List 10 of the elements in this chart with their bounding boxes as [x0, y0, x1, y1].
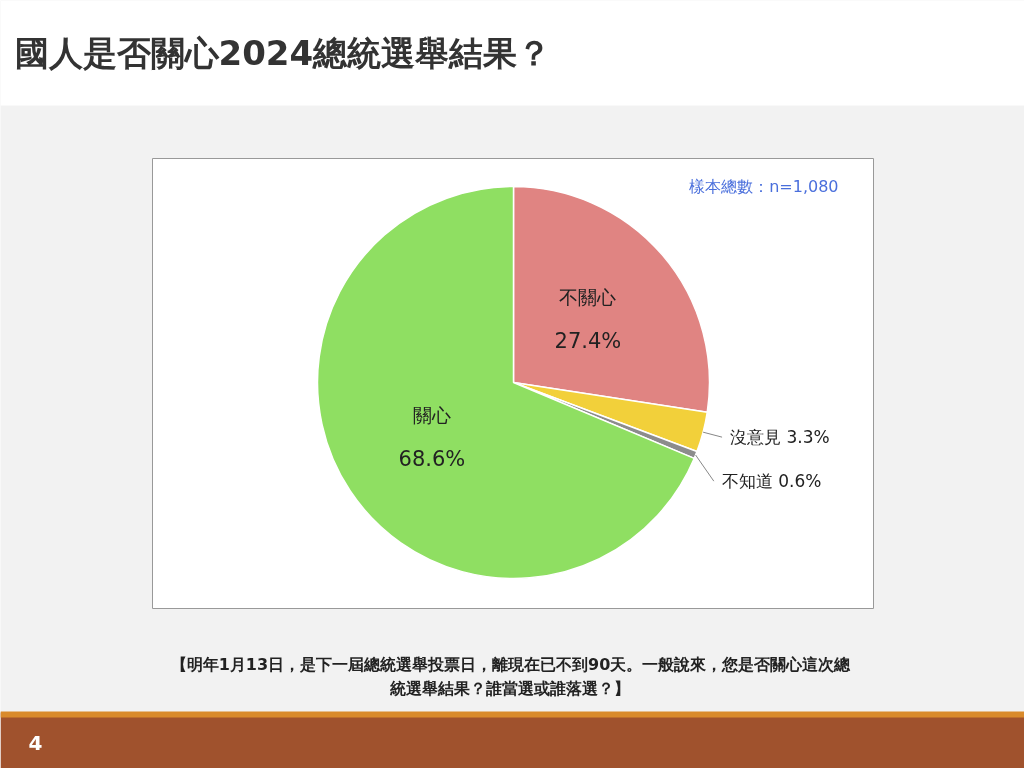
- text: 【明年1月13日，是下一屆總統選舉投票日，離現在已不到90天。一般說來，您是否關心這次總統選舉結果？誰當選或誰落選？】: [170, 654, 852, 699]
- slice-label: 不關心: [559, 285, 617, 308]
- slice-label: 沒意見 3.3%: [730, 427, 830, 448]
- chart-title: 國人是否關心2024總統選舉結果？: [14, 32, 552, 73]
- text: 4: [28, 730, 43, 755]
- data-label: 27.4%: [554, 328, 622, 353]
- slice-label: 關心: [412, 403, 451, 426]
- text: 樣本總數：n=1,080: [689, 177, 839, 196]
- slice-label: 不知道 0.6%: [721, 471, 822, 492]
- data-label: 68.6%: [398, 446, 466, 471]
